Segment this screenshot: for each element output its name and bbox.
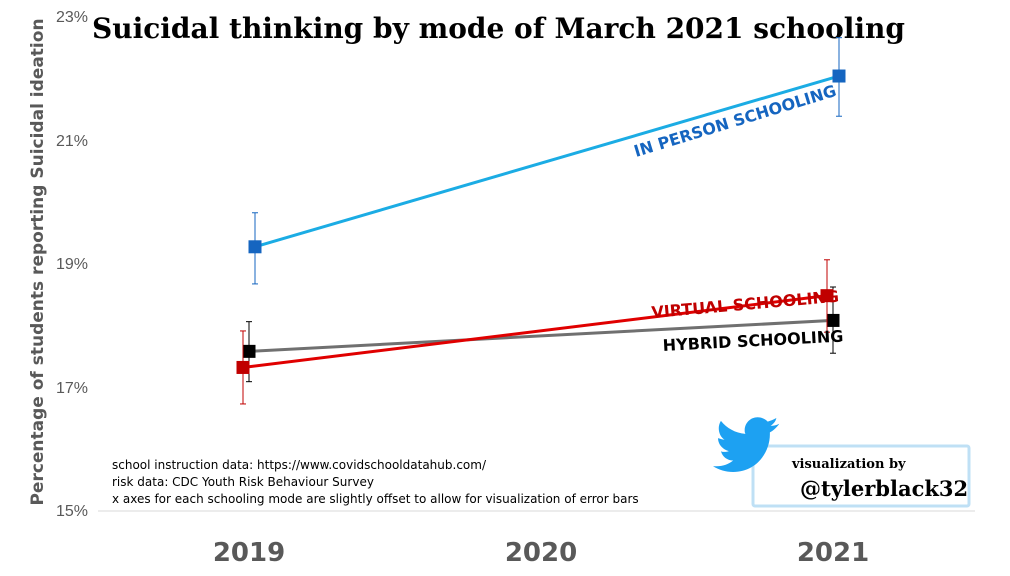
x-tick-label: 2019 [213, 538, 285, 568]
x-tick-label: 2021 [797, 538, 869, 568]
data-point-marker [236, 360, 250, 374]
y-tick-label: 23% [56, 9, 88, 26]
note-line: x axes for each schooling mode are sligh… [112, 492, 639, 506]
series-label-hybrid: HYBRID SCHOOLING [662, 327, 844, 355]
note-line: school instruction data: https://www.cov… [112, 458, 487, 472]
series-line [254, 74, 840, 249]
series-label-virtual: VIRTUAL SCHOOLING [651, 287, 840, 322]
twitter-bird-icon [713, 417, 780, 472]
series-line [242, 294, 828, 369]
note-line: risk data: CDC Youth Risk Behaviour Surv… [112, 475, 374, 489]
data-point-marker [820, 289, 834, 303]
series-layer [236, 37, 846, 405]
credit-line1: visualization by [791, 457, 906, 472]
credit-box: visualization by @tylerblack32 [713, 417, 971, 508]
data-point-marker [242, 344, 256, 358]
series-label-in-person: IN PERSON SCHOOLING [632, 81, 839, 161]
y-tick-labels: 15% 17% 19% 21% 23% [56, 9, 88, 520]
y-axis-label: Percentage of students reporting Suicida… [28, 18, 48, 505]
credit-box-frame [751, 444, 971, 508]
credit-handle: @tylerblack32 [800, 476, 968, 501]
y-tick-label: 17% [56, 380, 88, 397]
x-tick-label: 2020 [505, 538, 577, 568]
data-point-marker [248, 240, 262, 254]
data-point-marker [826, 313, 840, 327]
y-tick-label: 15% [56, 503, 88, 520]
chart-title: Suicidal thinking by mode of March 2021 … [92, 12, 905, 45]
source-notes: school instruction data: https://www.cov… [112, 458, 639, 506]
y-tick-label: 21% [56, 133, 88, 150]
data-point-marker [832, 69, 846, 83]
series-line [248, 318, 834, 353]
y-tick-label: 19% [56, 256, 88, 273]
